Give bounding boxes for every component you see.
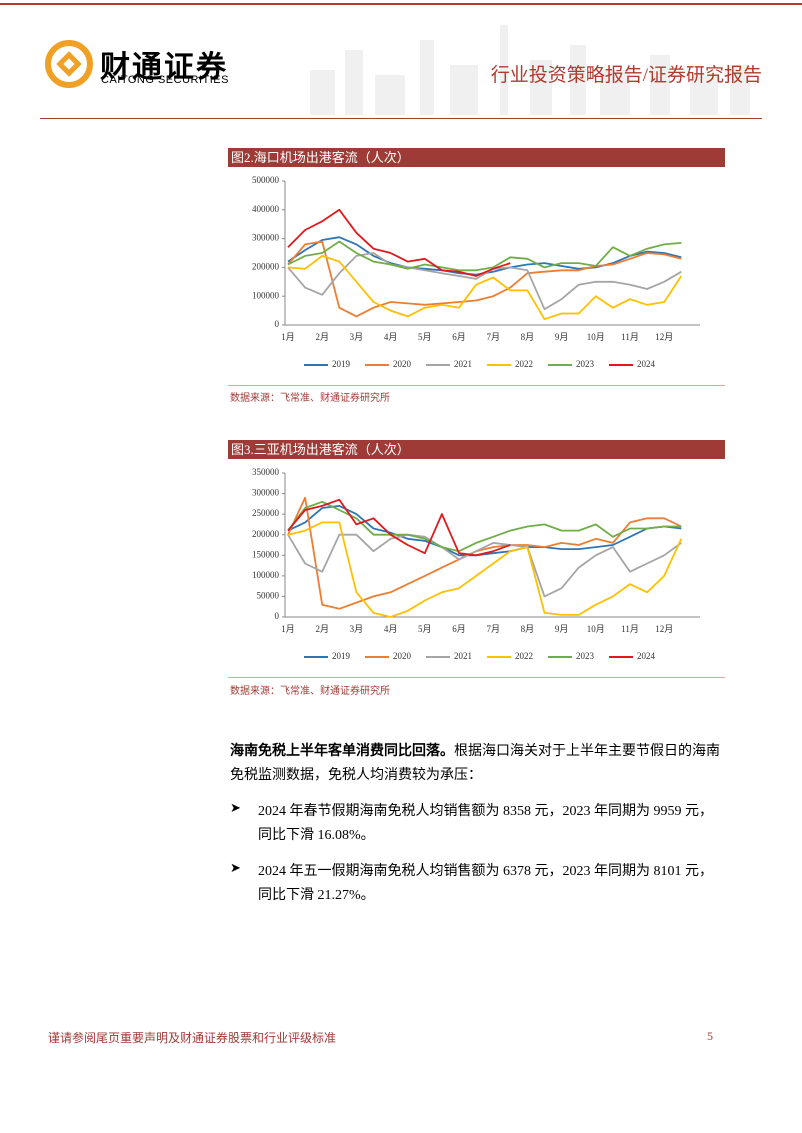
- y-tick-label: 0: [275, 611, 280, 621]
- series-line: [287, 500, 682, 553]
- x-tick-label: 9月: [555, 624, 569, 634]
- source-rule: [228, 677, 725, 678]
- x-tick-label: 12月: [655, 624, 673, 634]
- figure-title: 图2.海口机场出港客流（人次）: [228, 148, 725, 167]
- bullet: 2024 年春节假期海南免税人均销售额为 8358 元，2023 年同期为 99…: [258, 804, 713, 843]
- x-tick-label: 2月: [315, 332, 329, 342]
- x-tick-label: 4月: [384, 624, 398, 634]
- bullet-icon: ➤: [230, 860, 241, 875]
- x-tick-label: 7月: [486, 332, 500, 342]
- legend-label: 2023: [576, 651, 595, 661]
- bullet: 2024 年五一假期海南免税人均销售额为 6378 元，2023 年同期为 81…: [258, 864, 713, 903]
- x-tick-label: 8月: [521, 624, 535, 634]
- company-cn: 财通证券: [100, 50, 228, 85]
- legend-label: 2020: [393, 359, 412, 369]
- y-tick-label: 0: [275, 319, 280, 329]
- paragraph-heading: 海南免税上半年客单消费同比回落。: [230, 744, 454, 759]
- legend-label: 2024: [637, 359, 656, 369]
- y-tick-label: 250000: [252, 508, 280, 518]
- report-type: 行业投资策略报告/证券研究报告: [490, 65, 762, 86]
- x-tick-label: 10月: [587, 332, 605, 342]
- x-tick-label: 2月: [315, 624, 329, 634]
- y-tick-label: 350000: [252, 467, 280, 477]
- source: 数据来源：飞常准、财通证券研究所: [230, 686, 390, 697]
- top-rule: [0, 3, 802, 5]
- series-line: [287, 255, 683, 321]
- chart: 0 100000 200000 300000 400000 500000 1月 2月 3月 4月 5…: [252, 175, 700, 369]
- legend-label: 2023: [576, 359, 595, 369]
- y-tick-label: 300000: [252, 233, 280, 243]
- company-en: CAITONG SECURITIES: [101, 74, 229, 86]
- chart: 0 50000 100000 150000 200000 250000 300000 3500…: [252, 467, 700, 661]
- series-line: [287, 533, 682, 598]
- series-line: [287, 496, 682, 610]
- legend-label: 2024: [637, 651, 656, 661]
- y-tick-label: 200000: [252, 529, 280, 539]
- x-tick-label: 11月: [621, 624, 639, 634]
- y-tick-label: 100000: [252, 290, 280, 300]
- y-tick-label: 100000: [252, 570, 280, 580]
- paragraph: 海南免税上半年客单消费同比回落。根据海口海关对于上半年主要节假日的海南免税监测数…: [230, 740, 726, 788]
- x-tick-label: 10月: [587, 624, 605, 634]
- x-tick-label: 6月: [452, 624, 466, 634]
- x-tick-label: 4月: [384, 332, 398, 342]
- y-tick-label: 300000: [252, 488, 280, 498]
- x-tick-label: 7月: [486, 624, 500, 634]
- x-tick-label: 3月: [350, 332, 364, 342]
- page-number: 5: [707, 1029, 713, 1043]
- legend-label: 2020: [393, 651, 412, 661]
- legend-label: 2019: [332, 651, 351, 661]
- x-tick-label: 3月: [350, 624, 364, 634]
- source: 数据来源：飞常准、财通证券研究所: [230, 393, 390, 404]
- y-tick-label: 200000: [252, 261, 280, 271]
- y-tick-label: 400000: [252, 204, 280, 214]
- series-line: [287, 252, 682, 311]
- bullet-icon: ➤: [230, 800, 241, 815]
- x-tick-label: 8月: [521, 332, 535, 342]
- series-line: [287, 240, 682, 272]
- x-tick-label: 1月: [281, 624, 295, 634]
- series-line: [287, 240, 682, 318]
- header-rule: [40, 118, 762, 119]
- logo: [45, 40, 93, 88]
- legend-label: 2022: [515, 651, 533, 661]
- x-tick-label: 5月: [418, 332, 432, 342]
- series-line: [287, 498, 511, 557]
- series-line: [287, 208, 511, 277]
- x-tick-label: 1月: [281, 332, 295, 342]
- source-rule: [228, 385, 725, 386]
- paragraph-text: 根据海口海关对于上半年主要节假日的海南免税监测数据，免税人均消费较为承压：: [230, 744, 720, 783]
- x-tick-label: 11月: [621, 332, 639, 342]
- series-line: [287, 505, 682, 557]
- legend-label: 2021: [454, 359, 472, 369]
- legend-label: 2022: [515, 359, 533, 369]
- x-tick-label: 12月: [655, 332, 673, 342]
- y-tick-label: 150000: [252, 549, 280, 559]
- y-tick-label: 500000: [252, 175, 280, 185]
- skyline: [310, 25, 750, 115]
- x-tick-label: 9月: [555, 332, 569, 342]
- figure-title: 图3.三亚机场出港客流（人次）: [228, 440, 725, 459]
- x-tick-label: 5月: [418, 624, 432, 634]
- legend-label: 2021: [454, 651, 472, 661]
- footer-disclaimer: 谨请参阅尾页重要声明及财通证券股票和行业评级标准: [48, 1031, 337, 1045]
- series-line: [287, 521, 683, 618]
- legend-label: 2019: [332, 359, 351, 369]
- x-tick-label: 6月: [452, 332, 466, 342]
- y-tick-label: 50000: [257, 590, 280, 600]
